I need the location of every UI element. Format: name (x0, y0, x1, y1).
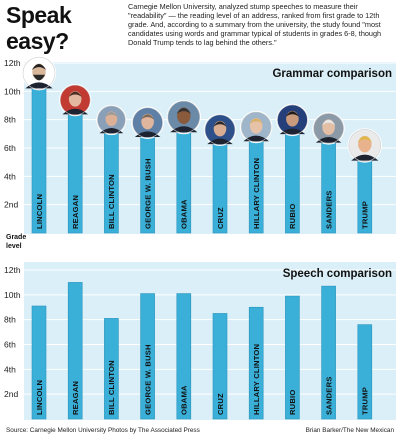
grammar-bar-label-obama: OBAMA (180, 199, 189, 229)
speech-ytick-label: 10th (4, 290, 21, 300)
speech-bar-label-sanders: SANDERS (324, 376, 333, 415)
portrait-hair (140, 114, 155, 120)
portrait-outline (204, 114, 236, 146)
portrait-barack-obama (166, 99, 201, 135)
speech-bar-label-george-w-bush: GEORGE W. BUSH (143, 344, 152, 415)
portrait-hair (31, 63, 47, 70)
speech-ytick-label: 4th (4, 364, 16, 374)
chart-canvas: LINCOLN REAGAN BILL CLINTON GEORGE W. BUSH O… (4, 55, 396, 420)
speech-bar-rubio (285, 295, 300, 420)
grammar-bar-label-reagan: REAGAN (71, 195, 80, 229)
speech-bars: LINCOLN REAGAN BILL CLINTON GEORGE W. BUSH O… (31, 282, 373, 420)
grammar-bar-label-bill-clinton: BILL CLINTON (107, 174, 116, 229)
portrait-beard (32, 74, 46, 81)
portrait-suit (351, 154, 379, 161)
intro-text: Carnegie Mellon University, analyzed stu… (128, 2, 382, 47)
portrait-hair (357, 136, 372, 143)
portrait-outline (167, 100, 201, 134)
speech-ytick-label: 8th (4, 315, 16, 325)
portrait-suit (99, 127, 124, 134)
grammar-ytick-label: 4th (4, 171, 16, 181)
footer: Source: Carnegie Mellon University Photo… (6, 427, 394, 434)
speech-bar-trump (357, 324, 373, 420)
speech-bar-lincoln (31, 305, 47, 420)
portrait-hillary-clinton (240, 110, 273, 144)
grammar-bar-label-lincoln: LINCOLN (35, 194, 44, 229)
grammar-bar-label-trump: TRUMP (361, 201, 370, 229)
portrait-outline (240, 111, 272, 143)
portrait-outline (22, 56, 56, 90)
grammar-chart-title: Grammar comparison (272, 68, 392, 80)
grammar-bar-label-rubio: RUBIO (288, 204, 297, 229)
speech-bar-label-bill-clinton: BILL CLINTON (107, 360, 116, 415)
speech-bar-reagan (67, 282, 83, 420)
grammar-bar-label-hillary-clinton: HILLARY CLINTON (252, 158, 261, 229)
candidate-portraits (21, 55, 382, 163)
speech-chart-title: Speech comparison (283, 268, 392, 280)
grammar-ytick-label: 12th (4, 58, 21, 68)
speech-ytick-label: 2nd (4, 389, 18, 399)
portrait-outline (313, 113, 344, 144)
portrait-hair (321, 119, 336, 126)
portrait-suit (25, 82, 53, 89)
portrait-outline (97, 105, 126, 135)
portrait-hair (213, 121, 227, 127)
portrait-hair (176, 107, 191, 114)
portrait-ronald-reagan (58, 83, 92, 117)
speech-bar-obama (176, 293, 192, 420)
speech-ytick-label: 6th (4, 340, 16, 350)
speech-bar-bill-clinton (104, 318, 119, 420)
grammar-bar-label-george-w-bush: GEORGE W. BUSH (143, 158, 152, 229)
credit-note: Brian Barker/The New Mexican (305, 427, 394, 434)
grammar-ytick-label: 10th (4, 86, 21, 96)
grammar-ytick-label: 2nd (4, 200, 18, 210)
portrait-ted-cruz (203, 113, 237, 147)
portrait-hair (68, 91, 82, 98)
y-axis-label-line2: level (6, 243, 22, 250)
grammar-ytick-label: 6th (4, 143, 16, 153)
portrait-suit (170, 126, 198, 133)
portrait-george-w-bush (131, 106, 164, 139)
portrait-outline (132, 107, 163, 139)
speech-bar-hillary-clinton (248, 306, 264, 420)
portrait-abraham-lincoln (21, 55, 57, 91)
portrait-hair (105, 111, 118, 118)
page-title: Speak easy? (6, 2, 72, 54)
portrait-hair (249, 118, 263, 124)
grammar-bars: LINCOLN REAGAN BILL CLINTON GEORGE W. BUSH O… (31, 76, 373, 234)
portrait-suit (62, 108, 88, 115)
speech-bar-label-reagan: REAGAN (71, 381, 80, 415)
speech-bar-label-trump: TRUMP (361, 387, 370, 415)
portrait-hair (285, 111, 300, 117)
speech-bar-label-lincoln: LINCOLN (35, 380, 44, 415)
speech-bar-cruz (212, 313, 228, 420)
speech-bar-george-w-bush (140, 293, 155, 420)
portrait-outline (348, 129, 382, 162)
portrait-outline (277, 104, 308, 136)
grammar-bar-label-cruz: CRUZ (216, 207, 225, 229)
portrait-suit (243, 135, 269, 142)
grammar-ytick-label: 8th (4, 115, 16, 125)
portrait-suit (207, 138, 233, 145)
y-axis-label-line1: Grade (6, 234, 26, 241)
grammar-yaxis: 2nd 4th 6th 8th 10th 12th (4, 58, 21, 210)
portrait-bernie-sanders (312, 112, 345, 145)
speech-bar-label-obama: OBAMA (180, 385, 189, 415)
portrait-marco-rubio (276, 103, 309, 137)
speech-yaxis: 2nd 4th 6th 8th 10th 12th (4, 265, 21, 399)
speech-bar-label-hillary-clinton: HILLARY CLINTON (252, 344, 261, 415)
portrait-suit (279, 128, 306, 135)
speech-bar-sanders (321, 285, 336, 420)
portrait-suit (315, 137, 342, 143)
portrait-suit (134, 131, 161, 137)
portrait-outline (59, 84, 91, 116)
speech-bar-label-rubio: RUBIO (288, 390, 297, 415)
portrait-donald-trump (347, 128, 382, 163)
speech-bar-label-cruz: CRUZ (216, 393, 225, 415)
speech-ytick-label: 12th (4, 265, 21, 275)
portrait-bill-clinton (96, 104, 127, 136)
grammar-bar-label-sanders: SANDERS (324, 190, 333, 229)
source-note: Source: Carnegie Mellon University Photo… (6, 427, 200, 434)
